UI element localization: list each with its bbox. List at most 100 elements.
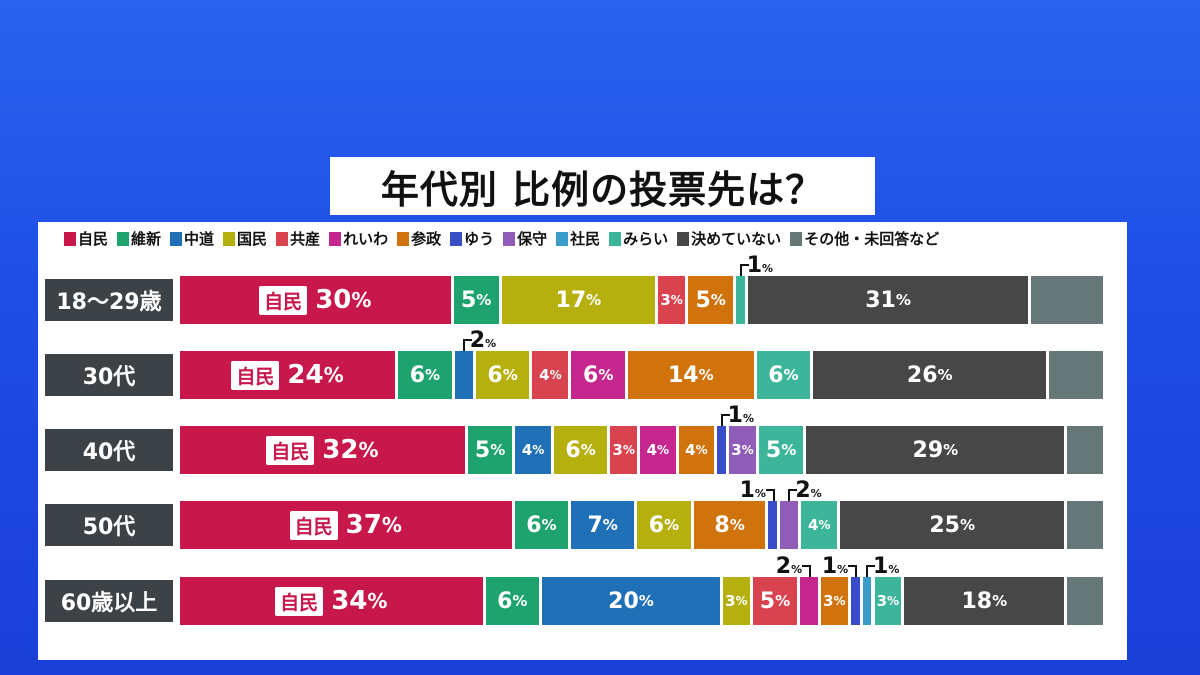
callout-label: 2% — [470, 328, 496, 353]
percent-sign: % — [783, 366, 799, 384]
stacked-bar: 自民 24% 6% 2% 6% 4% 6% 14% 6% 26% — [180, 328, 1103, 399]
bar-segment: 5% — [688, 276, 734, 324]
value-label: 1 — [821, 554, 838, 579]
bar-segment — [862, 577, 872, 625]
percent-sign: % — [425, 366, 441, 384]
party-tag: 自民 — [289, 510, 338, 540]
bar-segment: 18% — [904, 577, 1065, 625]
bar-segment — [736, 276, 746, 324]
callout-label: 1% — [822, 554, 848, 579]
bar-segment: 6% — [398, 351, 452, 399]
legend-item: 自民 — [64, 228, 108, 249]
value-label: 3 — [876, 592, 888, 610]
percent-sign: % — [735, 594, 748, 608]
bar-segment: 5% — [467, 426, 513, 474]
percent-sign: % — [657, 443, 670, 457]
bar-segment: 3% — [658, 276, 686, 324]
value-label: 6 — [409, 362, 426, 388]
legend-swatch — [677, 231, 690, 246]
value-label: 3 — [612, 441, 623, 459]
value-label: 4 — [539, 366, 550, 384]
value-label: 5 — [759, 588, 776, 614]
callout-bracket — [802, 565, 812, 581]
value-label: 4 — [646, 441, 657, 459]
legend-swatch — [503, 231, 516, 246]
percent-sign: % — [943, 441, 959, 459]
value-label: 6 — [768, 362, 784, 388]
chart-title: 年代別 比例の投票先は？ — [330, 157, 875, 215]
value-label: 6 — [583, 362, 599, 388]
percent-sign: % — [698, 366, 714, 384]
legend-swatch — [450, 231, 463, 246]
stacked-bar: 自民 32% 5% 4% 6% 3% 4% 4% 1% 3% 5% 29% — [180, 403, 1103, 474]
percent-sign: % — [670, 293, 683, 307]
bar-segment: 25% — [840, 501, 1065, 549]
bar-segment: 4% — [532, 351, 569, 399]
percent-sign: % — [781, 441, 797, 459]
bar-row: 40代 自民 32% 5% 4% 6% 3% 4% 4% 1% 3% 5% 29% — [38, 403, 1127, 474]
bar-segment: 6% — [514, 501, 569, 549]
legend-label: その他・未回答など — [804, 230, 940, 248]
value-label: 17 — [555, 287, 587, 313]
percent-sign: % — [351, 288, 372, 312]
category-label: 50代 — [45, 504, 173, 546]
legend-swatch — [276, 231, 289, 246]
legend-label: 参政 — [411, 230, 442, 248]
percent-sign: % — [695, 443, 708, 457]
percent-sign: % — [895, 291, 911, 309]
value-label: 7 — [587, 512, 603, 538]
bar-segment — [780, 501, 799, 549]
bar-segment: 26% — [813, 351, 1047, 399]
party-tag: 自民 — [259, 285, 308, 315]
bar-segment: 4% — [801, 501, 838, 549]
value-label: 31 — [865, 287, 896, 313]
legend-label: 中道 — [184, 230, 215, 248]
bar-row: 60歳以上 自民 34% 6% 20% 3% 5% 2% 3% 1% 1% 3% 18% — [38, 554, 1127, 625]
chart-panel: 自民 維新 中道 国民 共産 れいわ 参政 ゆう 保守 社民 みらい 決めていない その他・未回答など … — [38, 222, 1127, 660]
percent-sign: % — [754, 487, 766, 500]
bar-segment: 6% — [637, 501, 691, 549]
percent-sign: % — [818, 518, 831, 532]
value-label: 3 — [731, 441, 742, 459]
percent-sign: % — [741, 443, 754, 457]
value-label: 5 — [460, 287, 477, 313]
legend-swatch — [329, 231, 342, 246]
percent-sign: % — [358, 438, 379, 462]
legend-item: ゆう — [450, 228, 494, 249]
bar-segment: 3% — [729, 426, 756, 474]
legend-swatch — [397, 231, 410, 246]
percent-sign: % — [887, 594, 900, 608]
legend-label: 社民 — [570, 230, 601, 248]
percent-sign: % — [367, 589, 388, 613]
percent-sign: % — [937, 366, 953, 384]
bar-segment: 8% — [693, 501, 766, 549]
party-tag: 自民 — [231, 360, 280, 390]
bar-segment: 3% — [723, 577, 750, 625]
value-label: 14 — [667, 362, 699, 388]
percent-sign: % — [810, 487, 822, 500]
legend-item: その他・未回答など — [790, 228, 939, 249]
bar-segment: 自民 32% — [180, 426, 465, 474]
value-label: 30 — [315, 285, 352, 315]
percent-sign: % — [586, 291, 602, 309]
value-label: 6 — [497, 588, 513, 614]
percent-sign: % — [532, 443, 545, 457]
callout-bracket — [848, 565, 858, 581]
legend-item: 中道 — [170, 228, 214, 249]
bar-row: 18〜29歳 自民 30% 5% 17% 3% 5% 1% 31% — [38, 253, 1127, 324]
legend-item: みらい — [609, 228, 668, 249]
bar-segment: 3% — [821, 577, 848, 625]
value-label: 6 — [565, 437, 581, 463]
bar-segment: 4% — [515, 426, 551, 474]
stacked-bar: 自民 30% 5% 17% 3% 5% 1% 31% — [180, 253, 1103, 324]
value-label: 1 — [727, 403, 743, 428]
bar-segment: 5% — [758, 426, 804, 474]
bar-segment: 31% — [748, 276, 1028, 324]
bar-segment: 4% — [678, 426, 715, 474]
bar-segment — [800, 577, 818, 625]
callout-bracket — [739, 264, 749, 280]
bar-segment — [1030, 276, 1103, 324]
legend: 自民 維新 中道 国民 共産 れいわ 参政 ゆう 保守 社民 みらい 決めていない その他・未回答など — [64, 228, 939, 249]
percent-sign: % — [541, 516, 557, 534]
legend-label: 決めていない — [691, 230, 782, 248]
